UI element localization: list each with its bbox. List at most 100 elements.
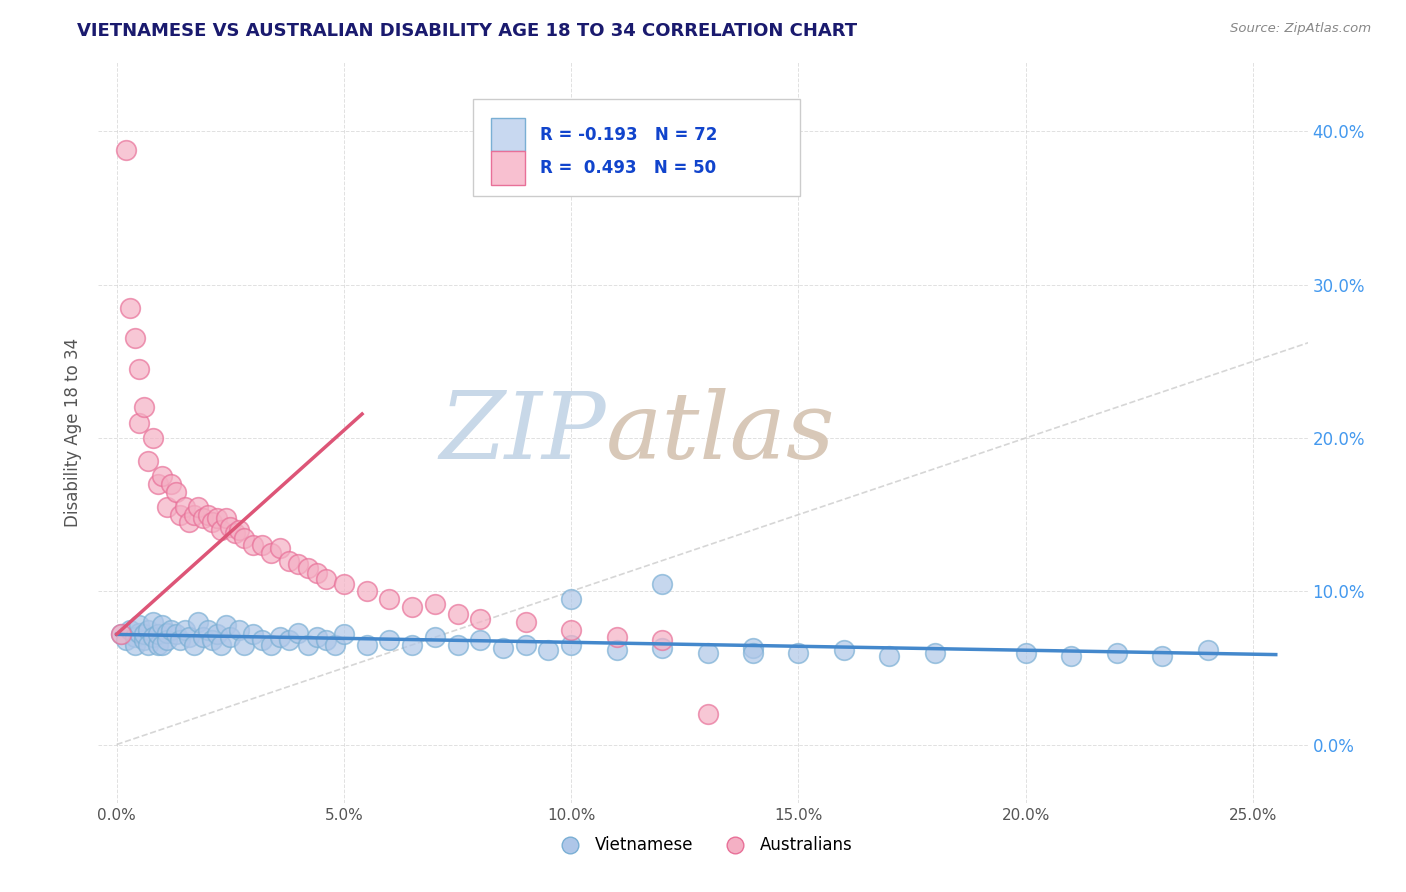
Point <box>297 638 319 652</box>
Point <box>378 633 401 648</box>
Point <box>173 500 195 514</box>
Point <box>146 638 169 652</box>
Point <box>128 625 150 640</box>
Point <box>209 523 232 537</box>
Point <box>250 538 273 552</box>
Point <box>114 143 136 157</box>
Point <box>651 640 673 655</box>
Text: R =  0.493   N = 50: R = 0.493 N = 50 <box>540 159 716 177</box>
Point <box>183 508 205 522</box>
Point <box>155 625 177 640</box>
Legend: Vietnamese, Australians: Vietnamese, Australians <box>547 830 859 861</box>
Point <box>446 607 468 622</box>
Point <box>124 638 146 652</box>
Point <box>132 633 155 648</box>
Point <box>305 630 328 644</box>
Point <box>470 612 492 626</box>
Point <box>242 538 264 552</box>
Point <box>142 615 165 629</box>
Point <box>832 642 855 657</box>
Point <box>356 638 378 652</box>
Point <box>146 477 169 491</box>
Point <box>269 630 291 644</box>
Point <box>132 627 155 641</box>
Point <box>305 566 328 580</box>
Point <box>470 633 492 648</box>
Point <box>160 477 183 491</box>
Point <box>742 646 765 660</box>
Point <box>323 638 346 652</box>
Point <box>142 431 165 445</box>
Point <box>423 630 446 644</box>
Point <box>197 623 219 637</box>
Point <box>651 633 673 648</box>
Point <box>242 627 264 641</box>
FancyBboxPatch shape <box>492 152 526 185</box>
Point <box>696 646 718 660</box>
Point <box>187 500 209 514</box>
Point <box>128 362 150 376</box>
Point <box>297 561 319 575</box>
Point <box>515 615 537 629</box>
Point <box>515 638 537 652</box>
Text: VIETNAMESE VS AUSTRALIAN DISABILITY AGE 18 TO 34 CORRELATION CHART: VIETNAMESE VS AUSTRALIAN DISABILITY AGE … <box>77 22 858 40</box>
Point <box>333 576 356 591</box>
Point <box>560 623 582 637</box>
Point <box>1197 642 1219 657</box>
Point <box>165 484 187 499</box>
Point <box>224 526 246 541</box>
Point <box>201 516 224 530</box>
Point <box>537 642 560 657</box>
Text: atlas: atlas <box>606 388 835 477</box>
Point <box>169 633 191 648</box>
Point <box>215 510 238 524</box>
Point <box>219 630 242 644</box>
Point <box>110 627 132 641</box>
Point <box>1015 646 1038 660</box>
Point <box>155 633 177 648</box>
Point <box>492 640 515 655</box>
Point <box>120 301 142 315</box>
Point <box>228 623 250 637</box>
Point <box>219 520 242 534</box>
Point <box>191 630 214 644</box>
Point <box>423 597 446 611</box>
Point <box>1152 648 1174 663</box>
Point <box>197 508 219 522</box>
Point <box>315 572 337 586</box>
Point <box>924 646 946 660</box>
FancyBboxPatch shape <box>474 99 800 195</box>
Point <box>315 633 337 648</box>
Point <box>269 541 291 556</box>
Point <box>169 508 191 522</box>
Point <box>142 630 165 644</box>
Point <box>173 623 195 637</box>
Point <box>606 642 628 657</box>
Point <box>150 638 173 652</box>
Point <box>260 546 283 560</box>
Point <box>560 591 582 606</box>
Point <box>378 591 401 606</box>
Point <box>165 627 187 641</box>
Point <box>201 633 224 648</box>
Point <box>138 623 160 637</box>
Point <box>209 638 232 652</box>
Point <box>155 500 177 514</box>
Point <box>287 557 309 571</box>
Point <box>128 416 150 430</box>
Point <box>128 618 150 632</box>
Text: ZIP: ZIP <box>440 388 606 477</box>
Point <box>879 648 901 663</box>
Point <box>696 706 718 721</box>
Point <box>138 454 160 468</box>
Point <box>651 576 673 591</box>
Point <box>150 618 173 632</box>
Point <box>278 553 301 567</box>
Point <box>150 469 173 483</box>
Y-axis label: Disability Age 18 to 34: Disability Age 18 to 34 <box>65 338 83 527</box>
Point <box>110 627 132 641</box>
Text: R = -0.193   N = 72: R = -0.193 N = 72 <box>540 126 717 144</box>
Point <box>187 615 209 629</box>
Point <box>606 630 628 644</box>
Point <box>191 510 214 524</box>
